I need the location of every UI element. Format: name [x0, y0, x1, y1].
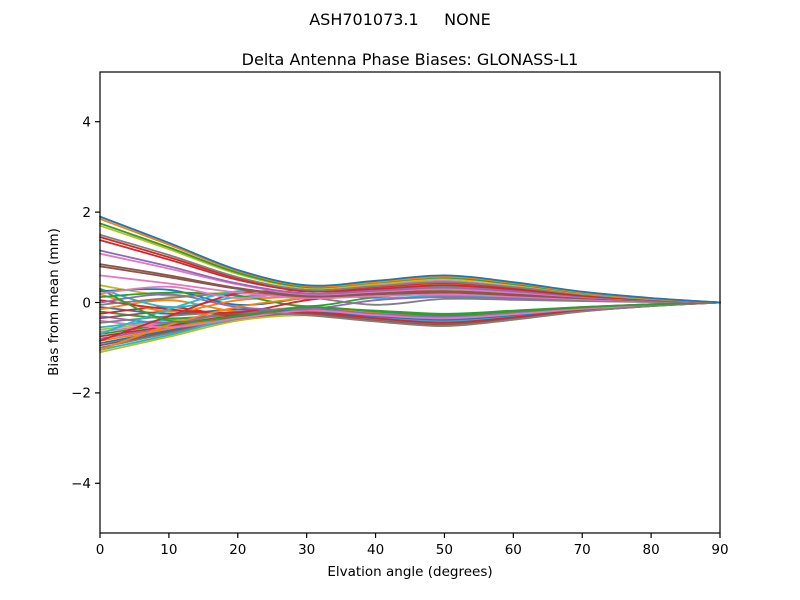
- series-lines: [99, 215, 721, 354]
- series-line-45: [99, 215, 721, 304]
- axes-title: Delta Antenna Phase Biases: GLONASS-L1: [241, 50, 579, 69]
- x-tick-label: 30: [298, 542, 315, 558]
- y-tick-label: 2: [82, 205, 91, 221]
- series-line-19: [99, 301, 721, 329]
- x-tick-label: 0: [96, 542, 105, 558]
- series-line-20: [99, 301, 721, 327]
- x-tick-label: 70: [574, 542, 591, 558]
- y-tick-label: 4: [82, 115, 91, 131]
- x-tick-label: 90: [711, 542, 728, 558]
- series-line-32: [99, 288, 721, 324]
- x-tick-label: 40: [367, 542, 384, 558]
- series-line-28: [99, 292, 721, 306]
- x-tick-label: 60: [505, 542, 522, 558]
- y-tick-label: −2: [71, 386, 91, 402]
- x-tick-label: 50: [436, 542, 453, 558]
- axis-ticks: [95, 121, 721, 538]
- y-axis-label: Bias from mean (mm): [46, 228, 62, 376]
- x-tick-label: 10: [160, 542, 177, 558]
- x-axis-label: Elvation angle (degrees): [327, 564, 493, 580]
- y-tick-label: 0: [82, 295, 91, 311]
- x-tick-label: 20: [229, 542, 246, 558]
- x-tick-label: 80: [643, 542, 660, 558]
- tick-labels: 0 10 20 30 40 50 60 70 80 90 −4 −2 0 2 4: [71, 115, 729, 559]
- y-tick-label: −4: [71, 476, 91, 492]
- figure-suptitle: ASH701073.1 NONE: [309, 10, 491, 29]
